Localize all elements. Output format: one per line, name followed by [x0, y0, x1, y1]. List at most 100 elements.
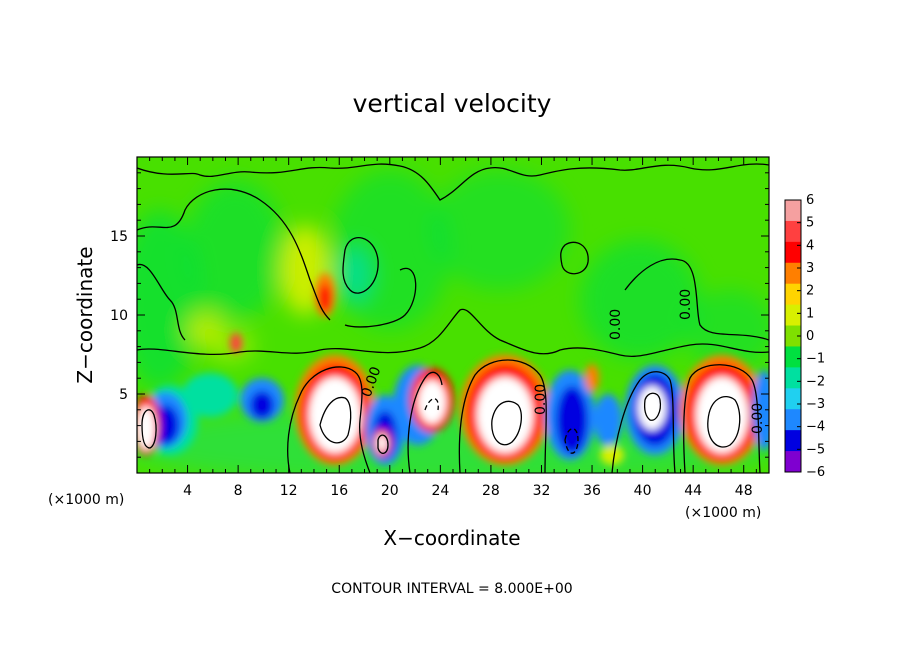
- contour-core: [319, 396, 352, 444]
- colorbar-tick-label: −5: [806, 442, 825, 457]
- colorbar-tick-label: 3: [806, 261, 814, 276]
- contour-lines: [137, 163, 769, 473]
- colorbar-tick-label: 6: [806, 193, 814, 208]
- contour-core: [707, 396, 741, 448]
- contour-zero: [287, 366, 371, 473]
- updraft-core: [585, 364, 599, 392]
- colorbar-swatch: [785, 262, 801, 285]
- updraft-core: [309, 377, 361, 453]
- x-tick-label: 16: [330, 483, 348, 499]
- colorbar-swatch: [785, 367, 801, 389]
- x-tick-label: 4: [183, 483, 192, 499]
- contour-label: 0.00: [750, 403, 766, 434]
- colorbar-tick-label: −1: [806, 352, 825, 367]
- y-tick-label: 5: [119, 387, 128, 403]
- contour-label: 0.00: [533, 384, 549, 415]
- tick-marks: [137, 157, 769, 473]
- contour-zero: [560, 241, 589, 275]
- colorbar-tick-label: −2: [806, 374, 825, 389]
- contour-core: [644, 392, 662, 421]
- updraft-core: [377, 434, 387, 452]
- colorbar-tick-label: 5: [806, 216, 814, 231]
- contour-label: 0.00: [608, 309, 624, 340]
- colorbar-tick-label: 2: [806, 284, 814, 299]
- x-tick-label: 8: [234, 483, 243, 499]
- updraft-core: [638, 386, 666, 430]
- contour-core: [491, 400, 523, 446]
- contour-zero: [137, 264, 186, 341]
- y-tick-label: 10: [110, 308, 128, 324]
- colorbar-swatch: [785, 304, 801, 327]
- x-tick-label: 24: [431, 483, 449, 499]
- colorbar-swatch: [785, 409, 801, 431]
- x-tick-label: 36: [583, 483, 601, 499]
- green-cool-region: [430, 170, 570, 290]
- colorbar: 6 5 4 3 2 1 0 −1 −2 −3 −4 −5 −6: [784, 193, 825, 480]
- updraft-core: [418, 380, 446, 424]
- x-tick-label: 44: [684, 483, 702, 499]
- x-tick-labels: 4 8 12 16 20 24 28 32 36 40 44 48: [183, 483, 753, 499]
- contour-core: [141, 409, 157, 449]
- downdraft-core: [250, 391, 274, 419]
- contour-zero: [458, 359, 547, 473]
- colorbar-swatch: [785, 346, 801, 368]
- contour-zero: [342, 237, 379, 294]
- downdraft-core: [752, 370, 769, 450]
- y-tick-label: 15: [110, 229, 128, 245]
- contour-zero: [137, 163, 769, 201]
- downdraft-core: [556, 386, 588, 454]
- x-unit-left: (×1000 m): [48, 492, 124, 508]
- x-tick-label: 48: [735, 483, 753, 499]
- contour-core: [377, 434, 389, 454]
- x-axis-title: X−coordinate: [383, 526, 520, 550]
- contour-interval-footer: CONTOUR INTERVAL = 8.000E+00: [331, 581, 572, 597]
- contour-zero: [137, 308, 769, 357]
- yellow-green-region: [205, 327, 255, 363]
- updraft-core: [230, 333, 242, 353]
- contour-negative: [564, 428, 579, 454]
- contour-zero: [407, 371, 443, 473]
- updraft-core: [319, 284, 331, 312]
- x-tick-label: 12: [280, 483, 298, 499]
- colorbar-swatch: [785, 241, 801, 264]
- field-features: [137, 273, 769, 465]
- updraft-core: [600, 445, 624, 465]
- colorbar-swatch: [785, 220, 801, 243]
- x-unit-right: (×1000 m): [685, 505, 761, 521]
- green-cool-region: [137, 210, 200, 390]
- y-axis-title: Z−coordinate: [73, 246, 97, 383]
- colorbar-swatch: [785, 200, 801, 222]
- green-cool-region: [685, 290, 769, 370]
- colorbar-swatch: [785, 451, 801, 473]
- colorbar-tick-label: −6: [806, 465, 825, 480]
- x-tick-label: 40: [634, 483, 652, 499]
- updraft-core: [137, 406, 155, 450]
- contour-label: 0.00: [678, 289, 694, 320]
- green-cool-region: [580, 240, 700, 360]
- x-tick-label: 20: [381, 483, 399, 499]
- colorbar-swatch: [785, 388, 801, 410]
- field: 0.00 0.00 0.00 0.00 0.00: [137, 163, 769, 473]
- colorbar-swatch: [785, 325, 801, 347]
- colorbar-tick-label: −4: [806, 420, 825, 435]
- colorbar-tick-label: 4: [806, 238, 814, 253]
- y-tick-labels: 5 10 15: [110, 229, 128, 403]
- contour-zero: [611, 371, 676, 473]
- colorbar-tick-label: 1: [806, 306, 814, 321]
- updraft-core: [477, 377, 533, 453]
- downdraft-core: [594, 394, 622, 446]
- downdraft-core: [182, 373, 238, 417]
- contour-zero: [137, 188, 331, 321]
- contour-zero: [344, 267, 417, 328]
- contour-negative: [424, 398, 439, 411]
- contour-zero: [624, 258, 769, 341]
- colorbar-swatch: [785, 430, 801, 452]
- x-tick-label: 28: [482, 483, 500, 499]
- colorbar-tick-label: −3: [806, 397, 825, 412]
- colorbar-tick-label: 0: [806, 329, 814, 344]
- colorbar-swatch: [785, 283, 801, 306]
- plot-area: 0.00 0.00 0.00 0.00 0.00: [136, 156, 770, 474]
- x-tick-label: 32: [533, 483, 551, 499]
- contour-zero: [682, 364, 761, 473]
